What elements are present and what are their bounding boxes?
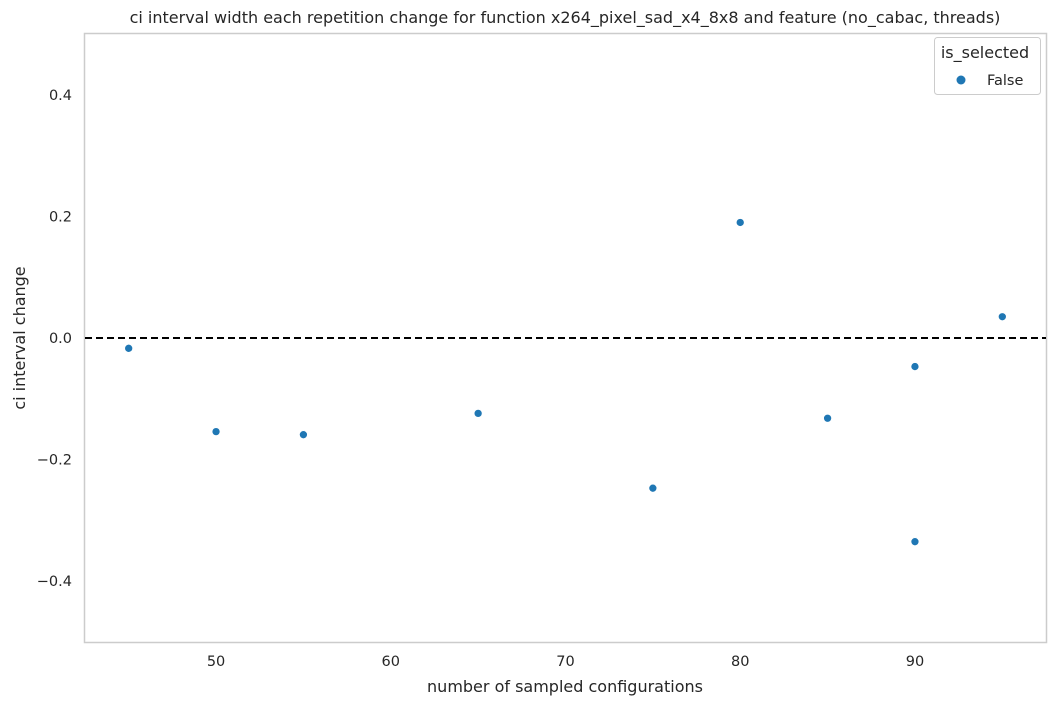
data-point (735, 218, 745, 227)
data-point (910, 362, 920, 371)
data-point (910, 537, 920, 547)
legend-label-false: False (987, 73, 1023, 89)
x-tick-label: 50 (207, 654, 225, 670)
data-point (211, 427, 221, 436)
y-tick-label: 0.0 (49, 331, 72, 347)
legend-marker (956, 75, 966, 85)
x-tick-label: 70 (556, 654, 574, 670)
x-axis-label: number of sampled configurations (427, 677, 703, 696)
data-point (823, 413, 832, 423)
y-tick-label: −0.4 (37, 574, 72, 590)
x-tick-label: 60 (382, 654, 400, 670)
data-point (124, 343, 134, 353)
y-tick-label: 0.2 (49, 209, 72, 225)
data-points (124, 218, 1007, 547)
data-point (299, 430, 308, 440)
legend-title: is_selected (941, 43, 1029, 63)
y-tick-label: −0.2 (37, 453, 72, 469)
chart-title: ci interval width each repetition change… (130, 8, 1001, 28)
data-point (473, 409, 483, 418)
x-tick-label: 90 (906, 654, 924, 670)
x-tick-label: 80 (731, 654, 749, 670)
data-point (648, 483, 658, 493)
x-tick-labels: 50 60 70 80 90 (207, 654, 924, 670)
data-point (997, 312, 1007, 322)
y-tick-label: 0.4 (49, 88, 72, 104)
y-axis-label: ci interval change (10, 266, 29, 409)
legend: is_selected False (934, 37, 1041, 95)
y-tick-labels: −0.4 −0.2 0.0 0.2 0.4 (37, 88, 72, 590)
